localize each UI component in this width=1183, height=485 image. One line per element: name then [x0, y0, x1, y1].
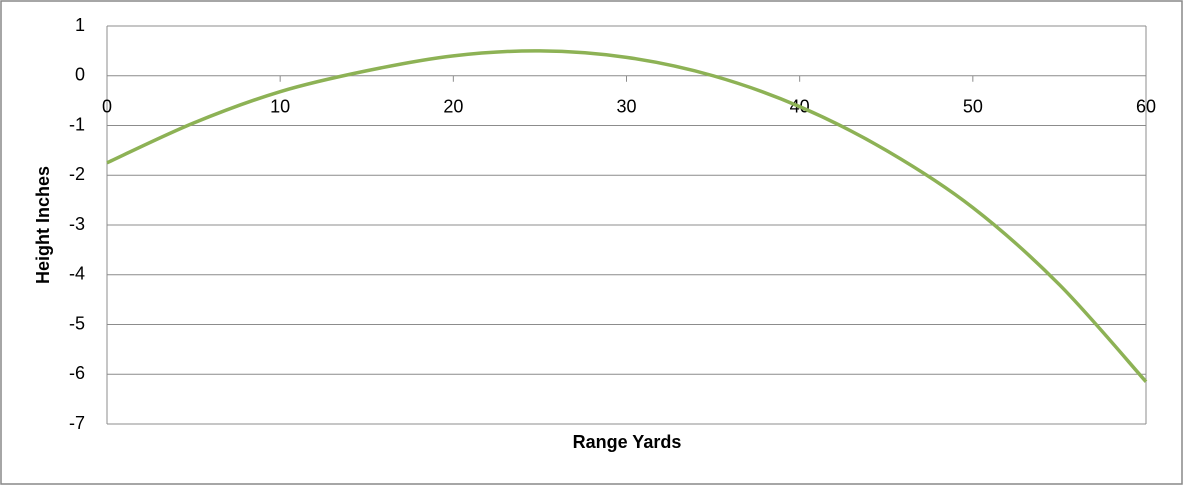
- y-tick-label: -1: [69, 114, 85, 134]
- y-tick-label: -2: [69, 164, 85, 184]
- y-tick-label: -4: [69, 264, 85, 284]
- x-tick-label: 0: [102, 97, 112, 117]
- x-tick-label: 50: [963, 97, 983, 117]
- y-tick-label: -5: [69, 313, 85, 333]
- y-tick-label: 0: [75, 65, 85, 85]
- x-tick-label: 10: [270, 97, 290, 117]
- y-tick-label: -6: [69, 363, 85, 383]
- x-tick-label: 60: [1136, 97, 1156, 117]
- x-axis-title: Range Yards: [573, 432, 682, 452]
- y-tick-label: 1: [75, 15, 85, 35]
- y-tick-label: -3: [69, 214, 85, 234]
- x-tick-label: 30: [616, 97, 636, 117]
- trajectory-line: [106, 49, 1148, 383]
- y-tick-label: -7: [69, 413, 85, 433]
- x-tick-label: 20: [443, 97, 463, 117]
- y-axis-title: Height Inches: [33, 166, 53, 284]
